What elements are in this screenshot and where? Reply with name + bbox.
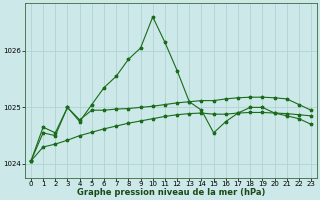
X-axis label: Graphe pression niveau de la mer (hPa): Graphe pression niveau de la mer (hPa) <box>77 188 265 197</box>
